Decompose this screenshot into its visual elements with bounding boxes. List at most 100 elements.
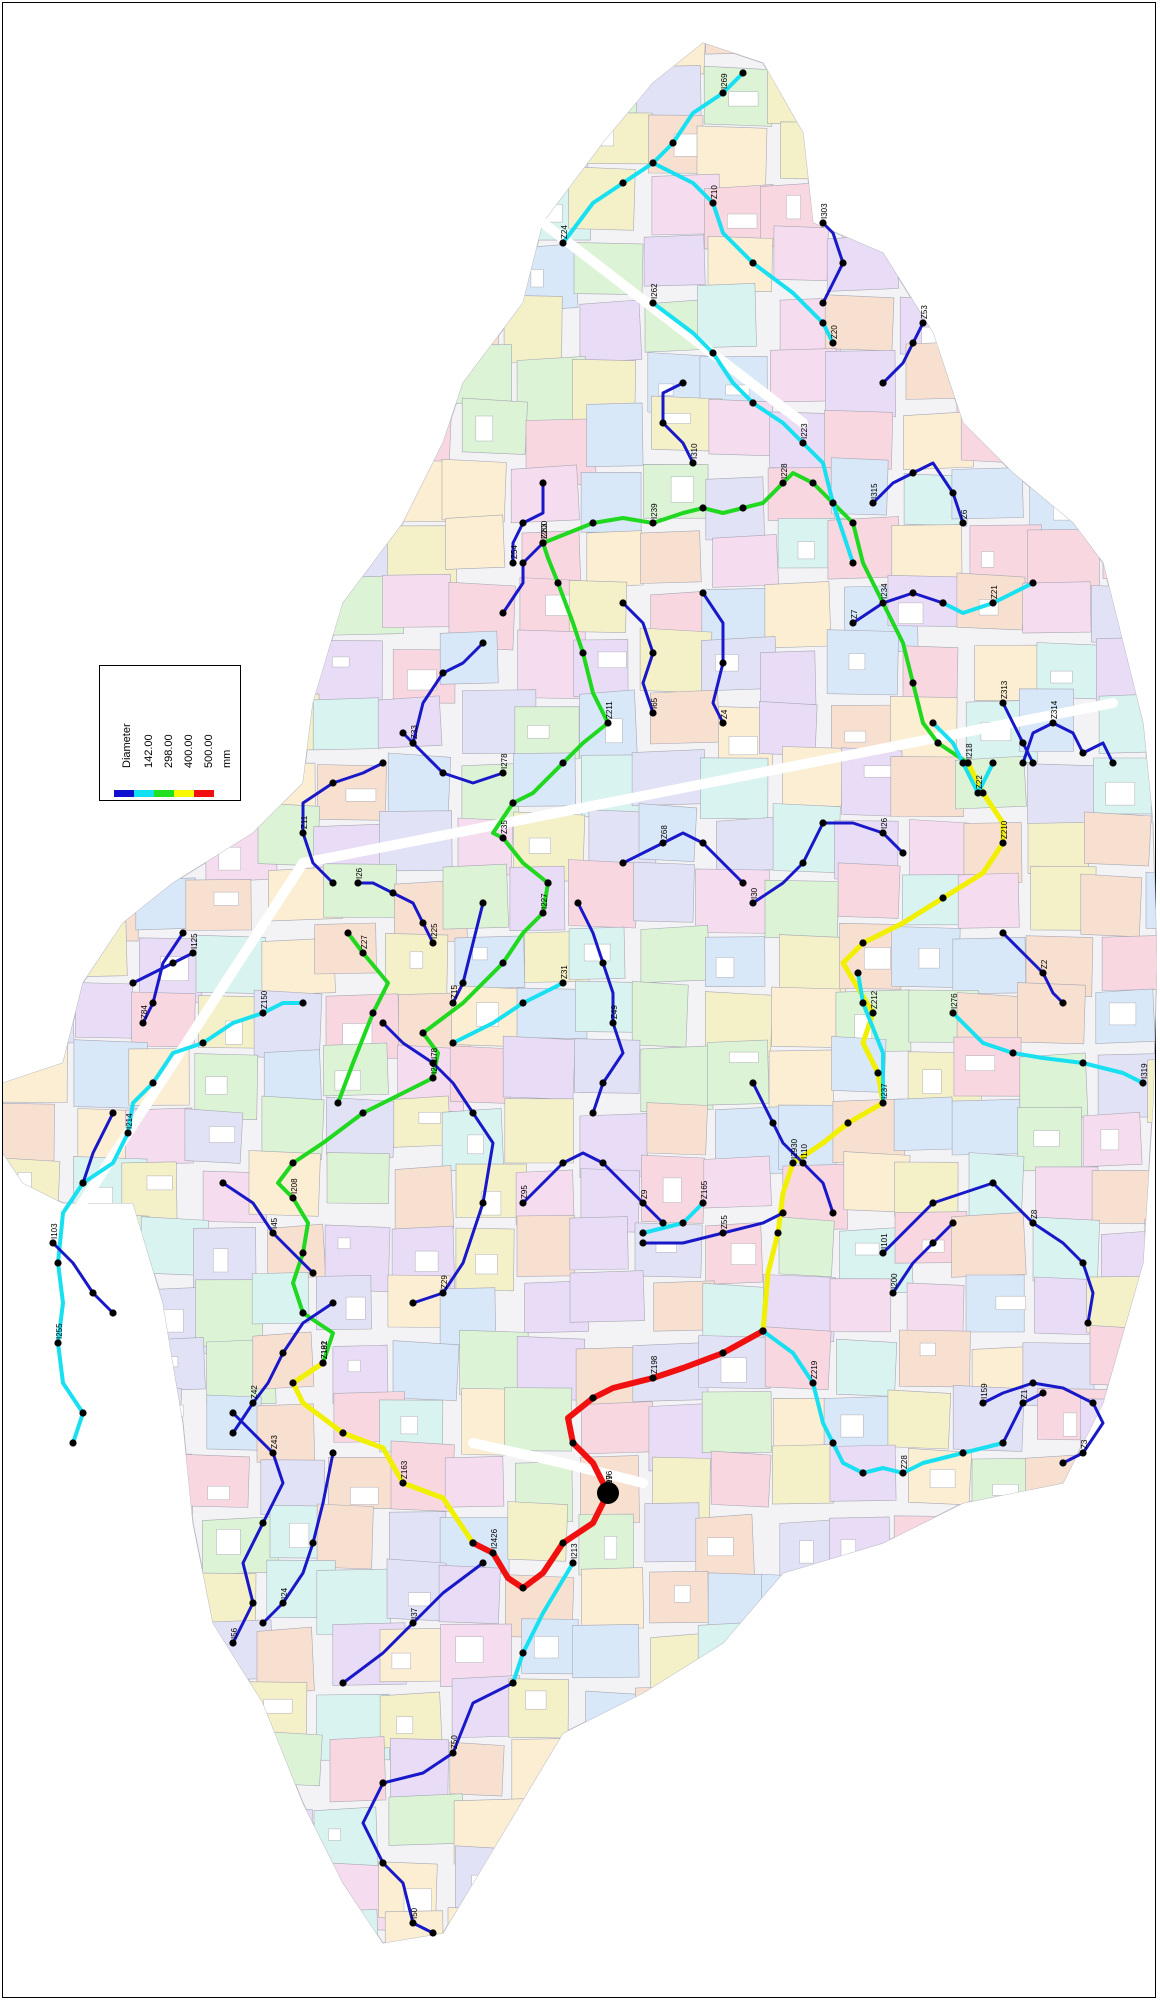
junction-node[interactable] xyxy=(329,1449,337,1457)
junction-node[interactable] xyxy=(919,319,927,327)
junction-node[interactable] xyxy=(559,1159,567,1167)
junction-node[interactable] xyxy=(929,1239,937,1247)
junction-node[interactable] xyxy=(979,1399,987,1407)
junction-node[interactable] xyxy=(879,829,887,837)
junction-node[interactable] xyxy=(559,979,567,987)
junction-node[interactable] xyxy=(329,779,337,787)
pipe-segment[interactable] xyxy=(851,591,945,625)
junction-node[interactable] xyxy=(639,1229,647,1237)
junction-node[interactable] xyxy=(599,1079,607,1087)
junction-node[interactable] xyxy=(749,1079,757,1087)
pipe-segment[interactable] xyxy=(576,901,625,1115)
junction-node[interactable] xyxy=(869,499,877,507)
junction-node[interactable] xyxy=(79,1179,87,1187)
junction-node[interactable] xyxy=(609,1019,617,1027)
junction-node[interactable] xyxy=(379,759,387,767)
junction-node[interactable] xyxy=(149,1079,157,1087)
junction-node[interactable] xyxy=(354,879,362,887)
junction-node[interactable] xyxy=(1109,759,1117,767)
junction-node[interactable] xyxy=(779,479,787,487)
junction-node[interactable] xyxy=(819,219,827,227)
junction-node[interactable] xyxy=(859,939,867,947)
junction-node[interactable] xyxy=(589,1394,597,1402)
pipe-segment[interactable] xyxy=(760,760,1006,1334)
junction-node[interactable] xyxy=(639,1239,647,1247)
junction-node[interactable] xyxy=(299,999,307,1007)
pipe-segment[interactable] xyxy=(1001,1391,1045,1445)
junction-node[interactable] xyxy=(499,959,507,967)
junction-node[interactable] xyxy=(229,1409,237,1417)
junction-node[interactable] xyxy=(589,519,597,527)
junction-node[interactable] xyxy=(189,949,197,957)
junction-node[interactable] xyxy=(229,1429,237,1437)
junction-node[interactable] xyxy=(949,489,957,497)
junction-node[interactable] xyxy=(849,519,857,527)
pipe-segment[interactable] xyxy=(1001,701,1035,765)
junction-node[interactable] xyxy=(1019,759,1027,767)
junction-node[interactable] xyxy=(469,1109,477,1117)
junction-node[interactable] xyxy=(859,1469,867,1477)
junction-node[interactable] xyxy=(619,859,627,867)
junction-node[interactable] xyxy=(499,769,507,777)
pipe-segment[interactable] xyxy=(491,541,610,885)
junction-node[interactable] xyxy=(849,619,857,627)
junction-node[interactable] xyxy=(449,999,457,1007)
junction-node[interactable] xyxy=(219,1179,227,1187)
junction-node[interactable] xyxy=(149,999,157,1007)
junction-node[interactable] xyxy=(719,1349,727,1357)
junction-node[interactable] xyxy=(869,1009,877,1017)
junction-node[interactable] xyxy=(819,819,827,827)
junction-node[interactable] xyxy=(964,759,972,767)
junction-node[interactable] xyxy=(774,1229,782,1237)
junction-node[interactable] xyxy=(419,919,427,927)
junction-node[interactable] xyxy=(699,1199,707,1207)
source-node[interactable] xyxy=(597,1482,619,1504)
pipe-segment[interactable] xyxy=(141,931,185,1025)
junction-node[interactable] xyxy=(519,519,527,527)
junction-node[interactable] xyxy=(199,1039,207,1047)
junction-node[interactable] xyxy=(409,1299,417,1307)
junction-node[interactable] xyxy=(999,699,1007,707)
junction-node[interactable] xyxy=(689,459,697,467)
junction-node[interactable] xyxy=(879,379,887,387)
junction-node[interactable] xyxy=(289,1159,297,1167)
junction-node[interactable] xyxy=(369,1009,377,1017)
junction-node[interactable] xyxy=(69,1439,77,1447)
junction-node[interactable] xyxy=(709,199,717,207)
junction-node[interactable] xyxy=(509,1679,517,1687)
junction-node[interactable] xyxy=(974,789,982,797)
pipe-segment[interactable] xyxy=(891,1221,955,1295)
junction-node[interactable] xyxy=(649,299,657,307)
junction-node[interactable] xyxy=(1089,1399,1097,1407)
junction-node[interactable] xyxy=(579,649,587,657)
junction-node[interactable] xyxy=(179,929,187,937)
junction-node[interactable] xyxy=(619,179,627,187)
junction-node[interactable] xyxy=(979,789,987,797)
junction-node[interactable] xyxy=(799,1159,807,1167)
junction-node[interactable] xyxy=(749,399,757,407)
junction-node[interactable] xyxy=(329,879,337,887)
junction-node[interactable] xyxy=(299,1249,307,1257)
pipe-segment[interactable] xyxy=(56,1001,305,1445)
junction-node[interactable] xyxy=(999,839,1007,847)
junction-node[interactable] xyxy=(909,339,917,347)
junction-node[interactable] xyxy=(249,1599,257,1607)
junction-node[interactable] xyxy=(559,759,567,767)
junction-node[interactable] xyxy=(359,1109,367,1117)
junction-node[interactable] xyxy=(949,1219,957,1227)
junction-node[interactable] xyxy=(909,589,917,597)
junction-node[interactable] xyxy=(519,559,527,567)
junction-node[interactable] xyxy=(329,1299,337,1307)
junction-node[interactable] xyxy=(909,469,917,477)
junction-node[interactable] xyxy=(544,879,552,887)
junction-node[interactable] xyxy=(819,299,827,307)
junction-layer[interactable] xyxy=(49,69,1147,1937)
junction-node[interactable] xyxy=(319,1359,327,1367)
junction-node[interactable] xyxy=(1019,1399,1027,1407)
junction-node[interactable] xyxy=(669,139,677,147)
junction-node[interactable] xyxy=(599,1159,607,1167)
pipe-segment[interactable] xyxy=(651,301,855,565)
junction-node[interactable] xyxy=(499,834,507,842)
junction-node[interactable] xyxy=(1019,739,1027,747)
junction-node[interactable] xyxy=(259,1519,267,1527)
